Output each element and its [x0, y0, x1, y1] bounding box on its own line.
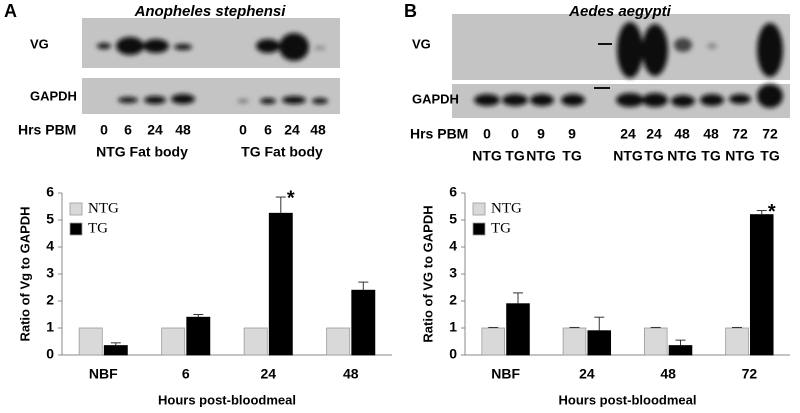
x-tick-label: 48 [660, 366, 676, 382]
x-axis-label: Hours post-bloodmeal [158, 392, 296, 407]
lane-label: 0 [100, 122, 108, 138]
y-tick-label: 0 [449, 346, 457, 362]
y-tick-label: 2 [449, 292, 457, 308]
lane-label: 6 [124, 122, 132, 138]
y-tick-label: 6 [46, 184, 54, 200]
lane-group: NTG Fat body [96, 144, 188, 160]
lane-genotype: NTG [725, 148, 755, 164]
blot-row-label: VG [412, 36, 431, 51]
lane-label: 72 [732, 126, 748, 142]
bar [78, 327, 103, 356]
lane-label: 24 [646, 126, 662, 142]
bar [103, 345, 128, 356]
y-tick-label: 4 [449, 238, 457, 254]
legend-label: TG [88, 220, 108, 236]
species-title: Anopheles stephensi [134, 3, 287, 20]
bar [243, 327, 268, 356]
bar [749, 214, 774, 356]
x-tick-label: NBF [491, 366, 520, 382]
lane-label: 6 [264, 122, 272, 138]
lane-group: TG Fat body [241, 144, 323, 160]
lane-header: Hrs PBM [18, 122, 76, 138]
y-tick-label: 5 [449, 211, 457, 227]
lane-label: 24 [620, 126, 636, 142]
y-tick-label: 1 [449, 319, 457, 335]
lane-genotype: TG [760, 148, 780, 164]
blot-row-label: VG [30, 36, 49, 51]
lane-label: 48 [674, 126, 690, 142]
bar [506, 303, 530, 356]
legend-swatch [69, 202, 83, 216]
legend-swatch [69, 222, 83, 236]
x-tick-label: NBF [89, 366, 118, 382]
x-tick-label: 72 [742, 366, 758, 382]
lane-genotype: NTG [667, 148, 697, 164]
lane-label: 24 [284, 122, 300, 138]
lane-genotype: NTG [613, 148, 643, 164]
lane-genotype: NTG [472, 148, 502, 164]
lane-genotype: TG [644, 148, 664, 164]
lane-label: 0 [511, 126, 519, 142]
species-title: Aedes aegypti [568, 3, 672, 20]
lane-label: 72 [762, 126, 778, 142]
y-tick-label: 5 [46, 211, 54, 227]
lane-genotype: TG [562, 148, 582, 164]
blot-row-label: GAPDH [30, 88, 77, 103]
legend-label: TG [491, 220, 511, 236]
y-tick-label: 6 [449, 184, 457, 200]
bar [351, 289, 376, 356]
lane-label: 9 [568, 126, 576, 142]
panel-letter: A [4, 1, 17, 21]
y-tick-label: 1 [46, 319, 54, 335]
lane-label: 48 [703, 126, 719, 142]
lane-genotype: TG [701, 148, 721, 164]
y-tick-label: 3 [449, 265, 457, 281]
lane-label: 24 [147, 122, 163, 138]
bar [562, 327, 587, 356]
bar [186, 316, 211, 356]
x-tick-label: 24 [579, 366, 595, 382]
bar [481, 327, 506, 356]
bar [668, 345, 693, 356]
y-axis-label: Ratio of Vg to GAPDH [17, 206, 32, 341]
legend-label: NTG [491, 200, 522, 216]
lane-label: 9 [537, 126, 545, 142]
lane-label: 0 [239, 122, 247, 138]
y-tick-label: 2 [46, 292, 54, 308]
lane-genotype: TG [505, 148, 525, 164]
y-tick-label: 4 [46, 238, 54, 254]
y-tick-label: 0 [46, 346, 54, 362]
lane-label: 48 [175, 122, 191, 138]
x-tick-label: 24 [260, 366, 276, 382]
annotation: * [287, 187, 295, 209]
blot-bands [474, 22, 783, 108]
lane-label: 0 [483, 126, 491, 142]
lane-label: 48 [310, 122, 326, 138]
x-tick-label: 6 [182, 366, 190, 382]
lane-genotype: NTG [526, 148, 556, 164]
bar [587, 330, 612, 356]
y-axis-label: Ratio of VG to GAPDH [420, 205, 435, 342]
legend-label: NTG [88, 200, 119, 216]
blot-strip [82, 78, 340, 114]
panel-letter: B [404, 1, 417, 21]
bar [725, 327, 749, 356]
y-tick-label: 3 [46, 265, 54, 281]
x-axis-label: Hours post-bloodmeal [559, 392, 697, 407]
annotation: * [768, 201, 776, 223]
bar [268, 212, 293, 356]
blot-bands [97, 33, 328, 104]
x-tick-label: 48 [343, 366, 359, 382]
bar [161, 327, 186, 356]
legend-swatch [472, 202, 486, 216]
blot-row-label: GAPDH [412, 91, 459, 106]
legend-swatch [472, 222, 486, 236]
bar [326, 327, 351, 356]
lane-header: Hrs PBM [410, 126, 468, 142]
bar [643, 327, 668, 356]
